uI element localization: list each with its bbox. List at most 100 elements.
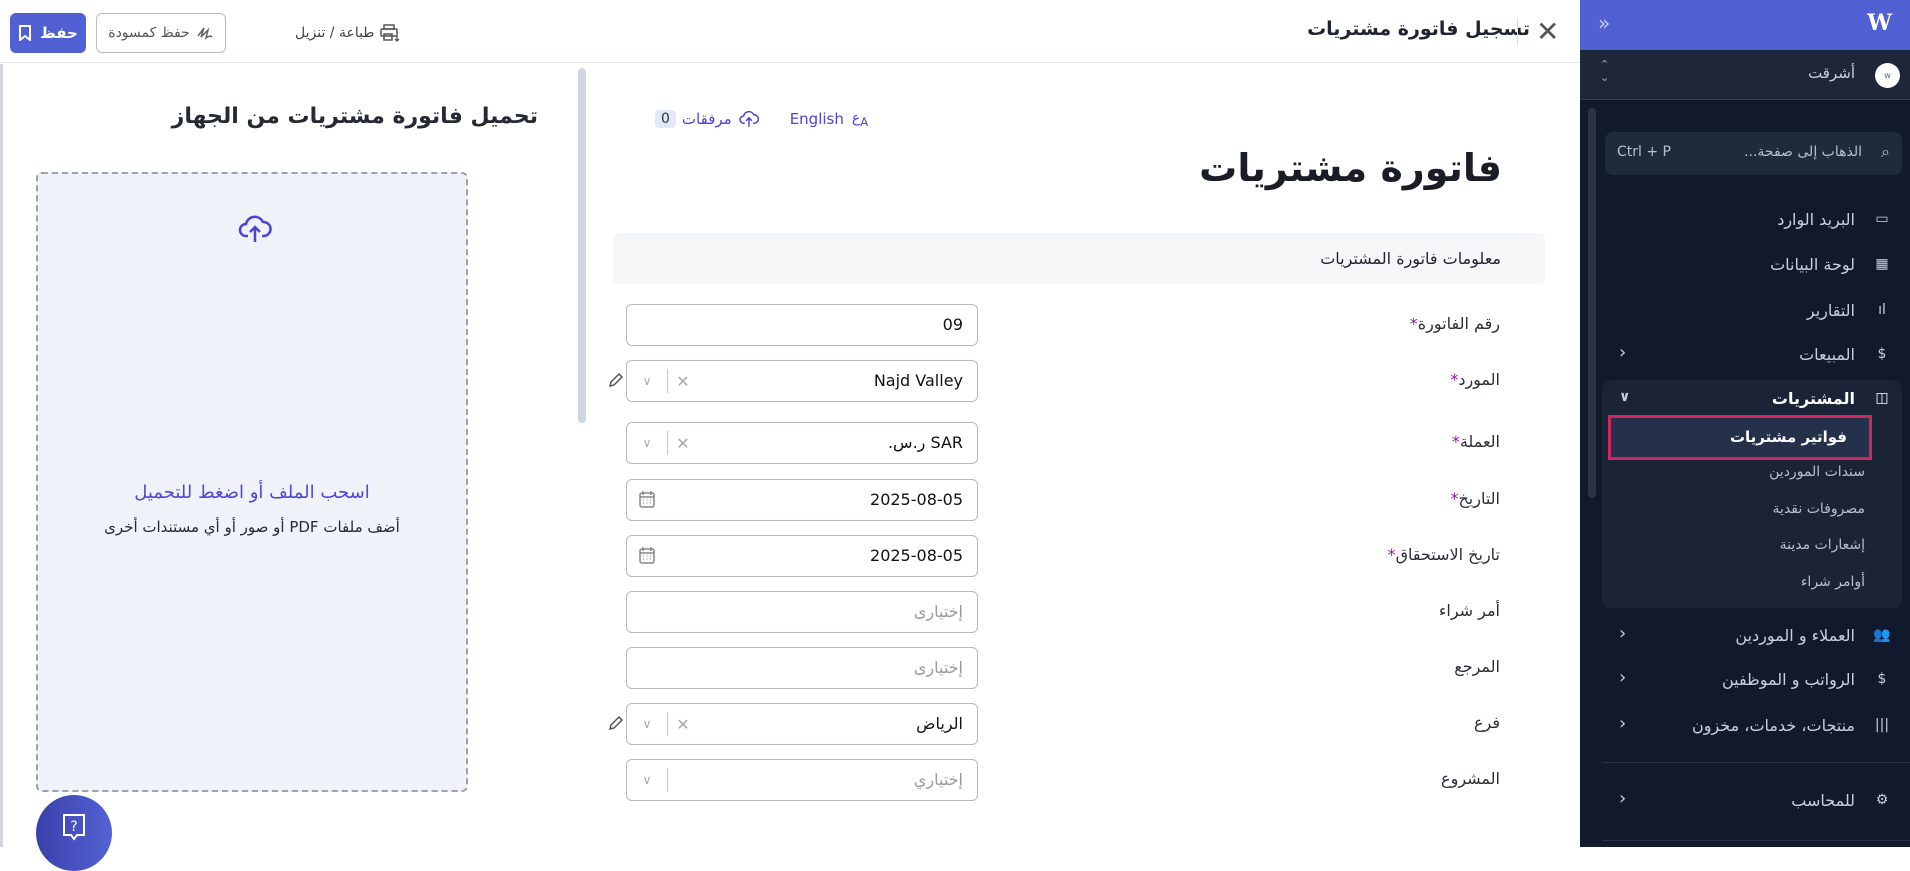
sidebar-item-label: المبيعات — [1799, 344, 1855, 364]
form-row: العملة* SAR ر.س. ∨ ✕ — [600, 422, 1560, 466]
chevron-down-icon[interactable]: ∨ — [642, 436, 652, 450]
top-bar — [0, 0, 1580, 63]
field-input[interactable]: 09 — [626, 304, 978, 346]
divider — [1517, 18, 1518, 46]
cloud-upload-icon — [238, 215, 272, 242]
sidebar-item[interactable]: ▦ لوحة البيانات — [1605, 246, 1902, 282]
form-row: المشروع إختياري ∨ — [600, 759, 1560, 803]
calendar-icon[interactable] — [639, 546, 655, 564]
sidebar-item[interactable]: ıl التقارير — [1605, 292, 1902, 328]
field-input[interactable]: الرياض ∨ ✕ — [626, 703, 978, 745]
field-placeholder: إختيارى — [913, 658, 963, 677]
field-label-text: فرع — [1473, 713, 1500, 732]
chevron-left-icon: ‹ — [1619, 788, 1627, 809]
dropzone-sub-text: أضف ملفات PDF أو صور أو أي مستندات أخرى — [104, 518, 400, 536]
divider — [1602, 840, 1910, 841]
chevron-down-icon[interactable]: ∨ — [642, 773, 652, 787]
draft-label: حفظ كمسودة — [108, 25, 190, 41]
pencil-icon[interactable] — [608, 715, 624, 731]
print-download-button[interactable]: طباعة / تنزيل — [295, 13, 400, 53]
clear-icon[interactable]: ✕ — [676, 714, 690, 734]
field-value: الرياض — [916, 714, 963, 733]
field-placeholder: إختيارى — [913, 602, 963, 621]
required-marker: * — [1450, 370, 1459, 389]
field-value: 09 — [942, 315, 963, 334]
language-toggle[interactable]: English عA — [790, 110, 869, 129]
close-icon[interactable]: ✕ — [1536, 15, 1560, 48]
users-icon: 👥 — [1873, 627, 1891, 643]
sidebar-item[interactable]: ◫ المشتريات ∨ — [1605, 380, 1902, 416]
printer-icon — [380, 24, 400, 42]
logo-icon: W — [1867, 10, 1892, 36]
field-input[interactable]: 2025-08-05 — [626, 535, 978, 577]
required-marker: * — [1387, 545, 1396, 564]
required-marker: * — [1409, 314, 1418, 333]
sidebar-subitem-purchase-invoices[interactable]: فواتير مشتريات — [1608, 415, 1872, 460]
form-row: أمر شراء إختيارى — [600, 591, 1560, 635]
sidebar-item-label: التقارير — [1806, 300, 1855, 320]
field-label-text: رقم الفاتورة — [1417, 314, 1500, 333]
sidebar-item[interactable]: ⚙ للمحاسب ‹ — [1605, 782, 1902, 818]
org-name: أشرقت — [1808, 64, 1855, 82]
upload-title: تحميل فاتورة مشتريات من الجهاز — [171, 104, 538, 129]
field-label: المشروع — [1441, 769, 1500, 788]
sidebar-item[interactable]: 👥 العملاء و الموردين ‹ — [1605, 617, 1902, 653]
sidebar-scrollbar[interactable] — [1588, 108, 1596, 498]
field-input[interactable]: Najd Valley ∨ ✕ — [626, 360, 978, 402]
clear-icon[interactable]: ✕ — [676, 433, 690, 453]
sidebar-subitem[interactable]: سندات الموردين — [1769, 464, 1865, 480]
attachments-link[interactable]: 0 مرفقات — [655, 110, 760, 129]
field-value: 2025-08-05 — [870, 490, 963, 509]
field-label: أمر شراء — [1439, 601, 1500, 620]
field-input[interactable]: SAR ر.س. ∨ ✕ — [626, 422, 978, 464]
search-placeholder: الذهاب إلى صفحة... — [1744, 144, 1862, 160]
sidebar: » W ⌃ ⌄ أشرقت w ⌕ الذهاب إلى صفحة... Ctrl… — [1580, 0, 1910, 847]
expand-icon[interactable]: » — [1598, 11, 1611, 35]
page-title: تسجيل فاتورة مشتريات — [1307, 18, 1530, 40]
sidebar-subitem[interactable]: مصروفات نقدية — [1772, 501, 1865, 517]
clear-icon[interactable]: ✕ — [676, 371, 690, 391]
form-row: رقم الفاتورة* 09 — [600, 304, 1560, 348]
field-label-text: المشروع — [1441, 769, 1500, 788]
field-label: التاريخ* — [1450, 489, 1500, 508]
field-label-text: العملة — [1459, 432, 1500, 451]
scrollbar[interactable] — [578, 68, 586, 423]
select-controls: ∨ ✕ — [627, 704, 698, 744]
language-label: English — [789, 110, 844, 129]
help-button[interactable]: ? — [36, 795, 112, 871]
field-input[interactable]: 2025-08-05 — [626, 479, 978, 521]
select-controls: ∨ — [627, 760, 668, 800]
cloud-upload-icon — [738, 111, 759, 128]
sidebar-item[interactable]: ||| منتجات، خدمات، مخزون ‹ — [1605, 707, 1902, 743]
svg-text:?: ? — [70, 819, 77, 835]
chevron-down-icon[interactable]: ∨ — [642, 374, 652, 388]
required-marker: * — [1450, 489, 1459, 508]
pencil-icon[interactable] — [608, 372, 624, 388]
sidebar-item[interactable]: $ الرواتب و الموظفين ‹ — [1605, 661, 1902, 697]
dropzone-main-text: اسحب الملف أو اضغط للتحميل — [134, 482, 370, 503]
barcode-icon: ||| — [1874, 717, 1890, 733]
sidebar-subitem[interactable]: إشعارات مدينة — [1779, 537, 1865, 553]
field-input[interactable]: إختيارى — [626, 647, 978, 689]
divider — [1602, 762, 1910, 763]
file-dropzone[interactable]: اسحب الملف أو اضغط للتحميل أضف ملفات PDF… — [36, 172, 468, 792]
sidebar-item[interactable]: $ المبيعات ‹ — [1605, 336, 1902, 372]
sidebar-search[interactable]: ⌕ الذهاب إلى صفحة... Ctrl + P — [1605, 132, 1902, 175]
chevron-down-icon[interactable]: ∨ — [642, 717, 652, 731]
sidebar-subitem[interactable]: أوامر شراء — [1800, 574, 1865, 590]
field-label-text: المرجع — [1454, 657, 1500, 676]
sidebar-item-label: منتجات، خدمات، مخزون — [1692, 715, 1855, 735]
org-switcher[interactable]: ⌃ ⌄ أشرقت w — [1580, 50, 1910, 100]
bag-icon: ◫ — [1875, 390, 1889, 406]
field-input[interactable]: إختياري ∨ — [626, 759, 978, 801]
field-value: SAR ر.س. — [887, 433, 963, 452]
sidebar-item[interactable]: ▭ البريد الوارد — [1605, 201, 1902, 237]
dollar-icon: $ — [1877, 346, 1887, 362]
calendar-icon[interactable] — [639, 490, 655, 508]
chart-icon: ıl — [1878, 302, 1886, 318]
field-label-text: المورد — [1458, 370, 1500, 389]
save-draft-button[interactable]: حفظ كمسودة — [96, 13, 226, 53]
form-row: التاريخ* 2025-08-05 — [600, 479, 1560, 523]
save-button[interactable]: حفظ — [10, 13, 86, 53]
field-input[interactable]: إختيارى — [626, 591, 978, 633]
